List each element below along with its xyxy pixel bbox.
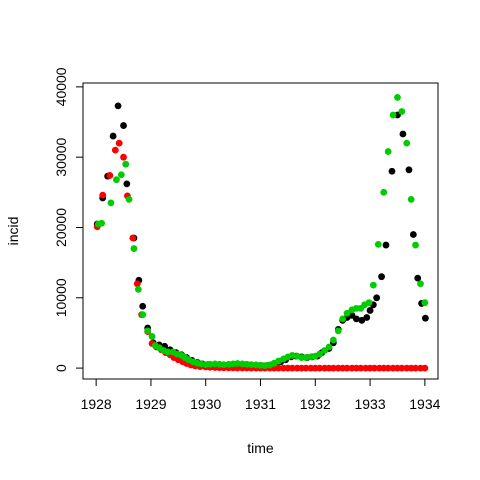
y-tick-label: 30000 xyxy=(53,137,69,176)
data-point xyxy=(120,122,127,129)
data-point xyxy=(378,273,385,281)
x-tick-label: 1930 xyxy=(190,396,221,412)
data-point xyxy=(407,195,415,203)
data-point xyxy=(220,361,228,368)
data-point xyxy=(373,294,381,302)
data-point xyxy=(275,364,282,372)
data-point xyxy=(288,364,296,372)
y-tick-label: 40000 xyxy=(53,67,69,106)
data-point xyxy=(380,188,388,196)
data-point xyxy=(109,132,117,140)
data-point xyxy=(130,245,138,252)
data-point xyxy=(343,364,351,372)
y-axis: 0 10000 20000 30000 40000 xyxy=(53,67,84,372)
data-point xyxy=(412,364,419,372)
data-point xyxy=(99,191,107,199)
data-point xyxy=(329,336,337,344)
x-tick-label: 1933 xyxy=(354,396,385,412)
series-green xyxy=(94,94,429,370)
data-point xyxy=(417,280,424,288)
data-point xyxy=(164,348,172,356)
series-red xyxy=(93,139,429,372)
data-point xyxy=(384,364,392,372)
data-point xyxy=(139,311,147,319)
data-point xyxy=(139,302,147,310)
data-point xyxy=(206,360,214,368)
data-point xyxy=(414,274,422,282)
data-point xyxy=(144,327,152,335)
data-point xyxy=(409,231,417,238)
data-point xyxy=(403,139,411,147)
data-point xyxy=(107,199,115,207)
y-tick-label: 20000 xyxy=(53,208,69,247)
data-point xyxy=(334,327,342,335)
x-axis: 1928 1929 1930 1931 1932 1933 1934 xyxy=(81,378,441,412)
data-point xyxy=(329,364,337,372)
data-point xyxy=(363,314,371,321)
data-point xyxy=(234,360,241,367)
data-point xyxy=(117,171,125,179)
data-point xyxy=(371,364,378,372)
data-point xyxy=(357,364,365,372)
plot-frame xyxy=(82,82,439,380)
data-point xyxy=(111,146,119,154)
data-point xyxy=(134,285,142,293)
data-points xyxy=(93,94,429,372)
data-point xyxy=(405,166,413,174)
data-point xyxy=(125,195,133,203)
data-point xyxy=(369,281,377,289)
data-point xyxy=(398,108,406,115)
data-point xyxy=(389,111,397,119)
data-point xyxy=(399,130,407,138)
data-point xyxy=(316,350,324,358)
x-tick-label: 1932 xyxy=(300,396,331,412)
series-black xyxy=(93,102,429,370)
data-point xyxy=(120,153,127,161)
x-tick-label: 1928 xyxy=(81,396,112,412)
data-point xyxy=(343,309,351,317)
data-point xyxy=(366,307,374,314)
data-point xyxy=(133,280,141,288)
data-point xyxy=(122,160,130,168)
data-point xyxy=(316,364,324,372)
data-point xyxy=(358,316,366,324)
data-point xyxy=(421,364,429,372)
y-tick-label: 10000 xyxy=(53,278,69,317)
y-tick-label: 0 xyxy=(53,364,69,372)
data-point xyxy=(106,172,114,179)
data-point xyxy=(247,361,255,368)
data-point xyxy=(129,234,137,242)
data-point xyxy=(422,314,429,322)
data-point xyxy=(98,219,106,227)
data-point xyxy=(384,148,392,155)
data-point xyxy=(325,343,333,351)
data-point xyxy=(123,180,131,188)
data-point xyxy=(394,94,401,101)
data-point xyxy=(412,241,419,249)
data-point xyxy=(398,364,406,372)
data-point xyxy=(374,240,382,248)
y-axis-label: incid xyxy=(5,217,21,246)
data-point xyxy=(148,333,156,340)
data-point xyxy=(352,315,360,323)
data-point xyxy=(302,364,310,372)
data-point xyxy=(421,299,429,307)
x-axis-label: time xyxy=(247,440,274,456)
data-point xyxy=(382,241,390,249)
data-point xyxy=(113,176,120,184)
data-point xyxy=(339,315,347,323)
x-tick-label: 1931 xyxy=(245,396,276,412)
data-point xyxy=(115,139,123,147)
data-point xyxy=(388,167,396,175)
data-point xyxy=(365,299,373,307)
data-point xyxy=(114,102,122,110)
x-tick-label: 1934 xyxy=(409,396,440,412)
x-tick-label: 1929 xyxy=(135,396,166,412)
